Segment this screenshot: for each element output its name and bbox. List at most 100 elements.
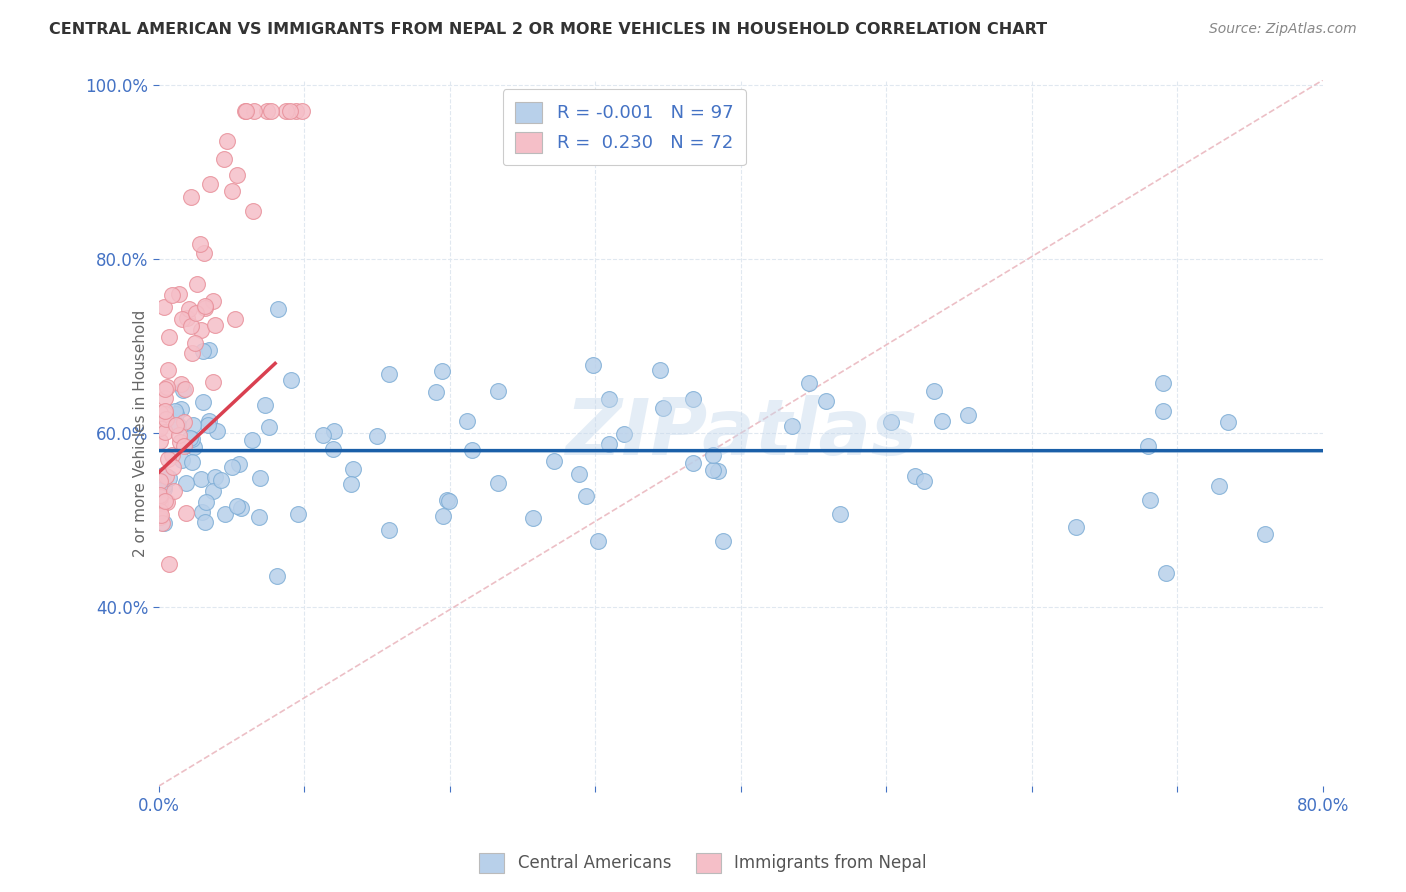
Point [461,443,484,458]
Point [214,507,236,521]
Point [179,431,201,445]
Point [340,476,363,491]
Point [153,516,176,530]
Point [155,469,177,483]
Point [160,288,183,302]
Point [157,451,180,466]
Point [242,204,264,219]
Point [172,383,194,397]
Point [247,509,270,524]
Point [183,440,205,454]
Point [186,306,208,320]
Point [149,504,172,518]
Point [204,470,226,484]
Point [582,359,605,373]
Point [205,424,228,438]
Point [181,418,204,433]
Point [162,460,184,475]
Point [173,416,195,430]
Point [425,385,447,400]
Point [169,435,191,450]
Point [799,376,821,391]
Point [233,103,256,118]
Legend: Central Americans, Immigrants from Nepal: Central Americans, Immigrants from Nepal [472,847,934,880]
Point [782,419,804,434]
Point [157,558,180,572]
Point [598,436,620,450]
Point [153,382,176,396]
Point [149,496,172,510]
Point [598,392,620,406]
Point [194,515,217,529]
Point [180,318,202,333]
Point [156,495,179,509]
Point [256,103,278,118]
Point [153,482,176,496]
Point [322,442,344,456]
Point [186,277,208,291]
Point [586,533,609,548]
Point [224,311,246,326]
Point [194,301,217,315]
Point [165,407,187,421]
Point [257,419,280,434]
Point [180,346,202,360]
Point [815,394,838,409]
Point [342,462,364,476]
Point [194,495,217,509]
Point [266,568,288,582]
Point [165,404,187,418]
Point [240,433,263,447]
Point [153,425,176,440]
Point [221,460,243,475]
Point [1152,376,1174,391]
Y-axis label: 2 or more Vehicles in Household: 2 or more Vehicles in Household [132,310,148,557]
Point [172,453,194,467]
Point [235,103,257,118]
Point [149,488,172,502]
Point [149,434,172,449]
Point [226,168,249,182]
Point [1253,527,1275,541]
Point [912,475,935,489]
Point [156,379,179,393]
Point [228,458,250,472]
Point [221,184,243,198]
Point [157,329,180,343]
Point [149,421,172,435]
Point [190,472,212,486]
Point [215,134,238,148]
Point [177,302,200,317]
Point [267,301,290,316]
Text: Source: ZipAtlas.com: Source: ZipAtlas.com [1209,22,1357,37]
Point [188,236,211,251]
Point [193,395,215,409]
Point [194,299,217,313]
Point [1139,493,1161,508]
Point [648,363,671,377]
Point [702,463,724,477]
Point [486,475,509,490]
Point [931,413,953,427]
Point [377,367,399,381]
Point [149,406,172,420]
Point [322,424,344,438]
Point [830,507,852,521]
Point [456,414,478,428]
Point [180,190,202,204]
Point [1208,478,1230,492]
Point [432,509,454,524]
Point [198,343,221,358]
Point [682,456,704,470]
Point [149,490,172,504]
Point [149,509,172,524]
Point [274,103,297,118]
Point [291,103,314,118]
Point [152,478,174,492]
Point [173,382,195,396]
Point [198,414,221,428]
Point [1066,520,1088,534]
Point [1216,415,1239,429]
Point [260,103,283,118]
Legend: R = -0.001   N = 97, R =  0.230   N = 72: R = -0.001 N = 97, R = 0.230 N = 72 [502,89,747,165]
